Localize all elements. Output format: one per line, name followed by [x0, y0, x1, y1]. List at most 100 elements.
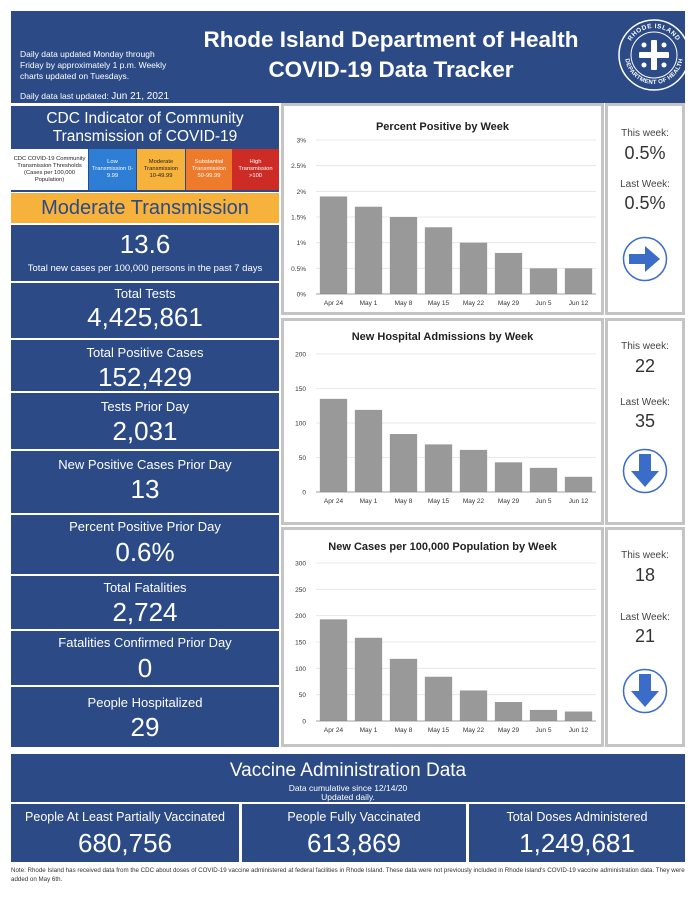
x-tick-label: May 29 — [498, 498, 520, 505]
y-tick-label: 0.5% — [291, 266, 306, 273]
y-tick-label: 150 — [295, 386, 306, 393]
chart-title: Percent Positive by Week — [375, 121, 510, 133]
cases-per-100k-label: Total new cases per 100,000 persons in t… — [27, 263, 263, 274]
bar — [529, 709, 558, 721]
vax-label: People Fully Vaccinated — [287, 810, 421, 824]
bar — [354, 637, 383, 721]
stat-card-total-positive-cases: Total Positive Cases 152,429 — [11, 340, 279, 392]
stat-value: 0.6% — [115, 537, 175, 567]
y-tick-label: 100 — [295, 421, 306, 428]
bar — [424, 444, 453, 492]
stat-label: Percent Positive Prior Day — [69, 519, 221, 534]
this-week-label: This week: — [621, 128, 669, 139]
x-tick-label: Jun 5 — [536, 498, 552, 505]
y-tick-label: 0 — [302, 490, 306, 497]
x-tick-label: May 1 — [360, 300, 378, 307]
stat-card-new-positive-prior-day: New Positive Cases Prior Day 13 — [11, 451, 279, 513]
stat-card-tests-prior-day: Tests Prior Day 2,031 — [11, 393, 279, 449]
x-tick-label: May 22 — [463, 498, 485, 505]
x-tick-label: May 15 — [428, 498, 450, 505]
chart-title: New Cases per 100,000 Population by Week — [328, 541, 557, 553]
bar — [389, 658, 418, 721]
y-tick-label: 0% — [297, 292, 307, 299]
stat-label: Total Fatalities — [103, 580, 187, 595]
percent-positive-bar-chart: 0% 0.5% 1% 1.5% 2% 2.5% 3% Apr 24 May 1 May 8 May … — [291, 138, 596, 307]
y-tick-label: 300 — [295, 561, 306, 568]
y-tick-label: 100 — [295, 666, 306, 673]
y-tick-label: 3% — [297, 138, 307, 145]
x-tick-label: May 8 — [395, 727, 413, 734]
legend-thresholds-label: CDC COVID-19 Community Transmission Thre… — [11, 149, 88, 190]
weekly-hospital-admissions-panel: This week: 22 Last Week: 35 — [605, 318, 685, 525]
last-week-label: Last Week: — [620, 179, 670, 190]
chart-title: New Hospital Admissions by Week — [351, 331, 534, 343]
vaccine-subtitle-updated: Updated daily. — [321, 792, 375, 802]
x-tick-label: Jun 12 — [569, 727, 589, 734]
last-week-value: 35 — [634, 411, 656, 431]
x-tick-label: May 29 — [498, 727, 520, 734]
cases-per-100k-card: 13.6 Total new cases per 100,000 persons… — [11, 225, 279, 281]
last-week-label: Last Week: — [620, 612, 670, 623]
stat-value: 4,425,861 — [87, 302, 203, 332]
stat-label: Fatalities Confirmed Prior Day — [58, 635, 232, 650]
stat-label: Total Tests — [114, 286, 176, 301]
bar — [564, 268, 593, 294]
bar — [424, 227, 453, 294]
this-week-value: 18 — [634, 565, 656, 585]
bar — [494, 252, 523, 294]
stat-label: Tests Prior Day — [100, 399, 190, 414]
last-week-label: Last Week: — [620, 397, 670, 408]
bar — [564, 711, 593, 721]
weekly-new-cases-panel: This week: 18 Last Week: 21 — [605, 527, 685, 747]
last-updated-date: Jun 21, 2021 — [111, 91, 170, 102]
y-tick-label: 1.5% — [291, 215, 306, 222]
legend-low: Low Transmission 0-9.99 — [89, 149, 136, 190]
vaccine-subtitle-cumulative: Data cumulative since 12/14/20 — [288, 783, 408, 793]
bar — [354, 409, 383, 492]
bar — [459, 690, 488, 721]
chart-new-cases-per-100k: New Cases per 100,000 Population by Week… — [281, 527, 604, 747]
transmission-level-badge: Moderate Transmission — [11, 193, 279, 223]
x-tick-label: Jun 12 — [569, 498, 589, 505]
bar — [459, 242, 488, 294]
bar — [389, 217, 418, 294]
stat-value: 29 — [130, 712, 160, 742]
y-tick-label: 50 — [299, 692, 307, 699]
bar — [494, 462, 523, 492]
y-tick-label: 200 — [295, 613, 306, 620]
this-week-value: 0.5% — [624, 143, 666, 163]
arrow-down-icon — [622, 448, 668, 494]
vax-card-total-doses: Total Doses Administered 1,249,681 — [469, 804, 685, 862]
vaccine-header: Vaccine Administration Data Data cumulat… — [11, 754, 685, 802]
bar — [319, 196, 348, 294]
this-week-value: 22 — [634, 356, 656, 376]
y-tick-label: 1% — [297, 240, 307, 247]
x-tick-label: Apr 24 — [324, 498, 344, 505]
x-tick-label: May 22 — [463, 300, 485, 307]
vax-card-partially-vaccinated: People At Least Partially Vaccinated 680… — [11, 804, 239, 862]
stat-card-percent-positive-prior-day: Percent Positive Prior Day 0.6% — [11, 515, 279, 574]
vax-value: 680,756 — [78, 828, 172, 858]
bar — [389, 434, 418, 492]
y-tick-label: 0 — [302, 719, 306, 726]
bar — [319, 619, 348, 721]
vaccine-title: Vaccine Administration Data — [229, 760, 467, 781]
stat-card-people-hospitalized: People Hospitalized 29 — [11, 687, 279, 747]
last-updated-label: Daily data last updated: — [20, 91, 109, 101]
y-tick-label: 250 — [295, 587, 306, 594]
bar — [424, 676, 453, 721]
page-subtitle: COVID-19 Data Tracker — [268, 57, 514, 82]
cdc-indicator-title: CDC Indicator of Community Transmission … — [46, 110, 244, 145]
stat-label: People Hospitalized — [87, 695, 203, 710]
x-tick-label: May 8 — [395, 300, 413, 307]
stat-value: 0 — [137, 653, 153, 683]
x-tick-label: Apr 24 — [324, 727, 344, 734]
y-tick-label: 50 — [299, 455, 307, 462]
x-tick-label: May 1 — [360, 727, 378, 734]
header: Daily data updated Monday through Friday… — [11, 11, 690, 103]
vax-card-fully-vaccinated: People Fully Vaccinated 613,869 — [242, 804, 466, 862]
x-tick-label: May 22 — [463, 727, 485, 734]
y-tick-label: 2.5% — [291, 163, 306, 170]
last-updated: Daily data last updated: Jun 21, 2021 — [20, 91, 169, 102]
legend-substantial: Substantial Transmission 50-99.99 — [186, 149, 232, 190]
